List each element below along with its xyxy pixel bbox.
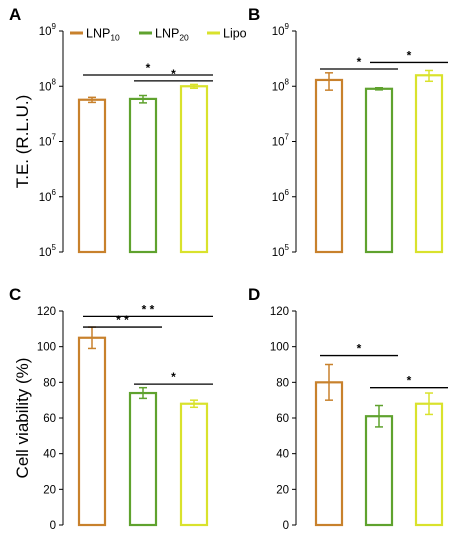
panel-c: C 0 20 40 60 80 100 120 Cell viability (%) * * * *…	[9, 285, 213, 532]
y-tick-exponent: 8	[52, 77, 57, 86]
bar-lnp10	[314, 381, 344, 527]
legend-subscript: 20	[179, 33, 189, 43]
y-tick-base: 10	[39, 192, 52, 204]
y-tick-label: 108	[39, 77, 57, 93]
y-tick-base: 0	[283, 520, 289, 532]
bar-lnp20	[128, 391, 158, 527]
legend-entry-lnp10: LNP10	[86, 27, 120, 43]
panel-label: B	[248, 5, 260, 24]
significance-marker: *	[171, 67, 176, 81]
y-tick-base: 10	[272, 26, 285, 38]
y-tick-base: 120	[37, 306, 56, 318]
y-tick-base: 100	[37, 342, 56, 354]
bar-lnp10	[77, 336, 107, 527]
y-axis-label: Cell viability (%)	[13, 358, 32, 479]
y-tick-base: 10	[272, 81, 285, 93]
y-tick-base: 120	[270, 306, 289, 318]
y-axis-label: T.E. (R.L.U.)	[13, 95, 32, 189]
significance-marker: *	[171, 370, 176, 384]
y-tick-label: 105	[272, 243, 290, 259]
legend-entry-lnp20: LNP20	[155, 27, 189, 43]
significance-marker: *	[407, 374, 412, 388]
legend-subscript: 10	[110, 33, 120, 43]
y-tick-label: 100	[37, 342, 56, 354]
y-tick-label: 105	[39, 243, 57, 259]
y-tick-base: 80	[276, 377, 289, 389]
bar-lipo	[414, 74, 444, 254]
y-tick-label: 80	[43, 377, 56, 389]
y-tick-label: 40	[276, 449, 289, 461]
y-tick-label: 100	[270, 342, 289, 354]
y-tick-base: 10	[39, 81, 52, 93]
legend-label: LNP	[155, 27, 179, 41]
y-tick-label: 106	[39, 188, 57, 204]
y-tick-label: 120	[270, 306, 289, 318]
y-tick-label: 106	[272, 188, 290, 204]
y-tick-base: 10	[39, 26, 52, 38]
legend-entry-lipo: Lipo	[223, 27, 247, 41]
y-tick-label: 80	[276, 377, 289, 389]
y-tick-base: 60	[276, 413, 289, 425]
y-tick-exponent: 6	[52, 188, 57, 197]
bar-lipo	[414, 402, 444, 527]
significance-marker: *	[146, 61, 151, 75]
y-tick-label: 120	[37, 306, 56, 318]
bar-lnp10	[77, 98, 107, 254]
y-tick-base: 10	[272, 192, 285, 204]
significance-marker: * *	[142, 302, 155, 316]
y-tick-base: 80	[43, 377, 56, 389]
y-tick-label: 107	[272, 133, 290, 149]
significance-marker: *	[357, 342, 362, 356]
panel-d: D 0 20 40 60 80 100 120 * *	[248, 285, 448, 532]
y-tick-exponent: 6	[285, 188, 290, 197]
y-tick-base: 20	[43, 484, 56, 496]
y-tick-label: 108	[272, 77, 290, 93]
y-tick-base: 10	[39, 247, 52, 259]
y-tick-base: 60	[43, 413, 56, 425]
bar-lnp10	[314, 78, 344, 254]
bar-lnp20	[128, 97, 158, 254]
y-tick-label: 20	[276, 484, 289, 496]
y-tick-base: 10	[272, 247, 285, 259]
bar-lnp20	[364, 415, 394, 527]
y-tick-exponent: 5	[52, 243, 57, 252]
y-tick-label: 60	[43, 413, 56, 425]
y-tick-base: 10	[272, 137, 285, 149]
legend-label: LNP	[86, 27, 110, 41]
panel-label: D	[248, 285, 260, 304]
y-tick-label: 40	[43, 449, 56, 461]
significance-marker: *	[407, 48, 412, 62]
y-tick-label: 0	[50, 520, 56, 532]
legend-label: Lipo	[223, 27, 247, 41]
panel-label: C	[9, 285, 21, 304]
y-tick-base: 100	[270, 342, 289, 354]
y-tick-exponent: 9	[52, 22, 57, 31]
significance-marker: *	[357, 55, 362, 69]
y-tick-label: 0	[283, 520, 289, 532]
y-tick-label: 20	[43, 484, 56, 496]
y-tick-exponent: 7	[285, 133, 290, 142]
y-tick-base: 10	[39, 137, 52, 149]
y-tick-label: 60	[276, 413, 289, 425]
y-tick-label: 109	[39, 22, 57, 38]
bar-lipo	[179, 85, 209, 254]
bar-lipo	[179, 402, 209, 527]
y-tick-base: 40	[276, 449, 289, 461]
y-tick-base: 40	[43, 449, 56, 461]
y-tick-base: 0	[50, 520, 56, 532]
y-tick-exponent: 9	[285, 22, 290, 31]
y-tick-exponent: 8	[285, 77, 290, 86]
significance-marker: * *	[116, 313, 129, 327]
y-tick-base: 20	[276, 484, 289, 496]
y-tick-exponent: 5	[285, 243, 290, 252]
legend: LNP10 LNP20 Lipo	[70, 27, 247, 43]
y-tick-label: 107	[39, 133, 57, 149]
panel-label: A	[9, 5, 21, 24]
y-tick-label: 109	[272, 22, 290, 38]
y-tick-exponent: 7	[52, 133, 57, 142]
bar-lnp20	[364, 87, 394, 254]
